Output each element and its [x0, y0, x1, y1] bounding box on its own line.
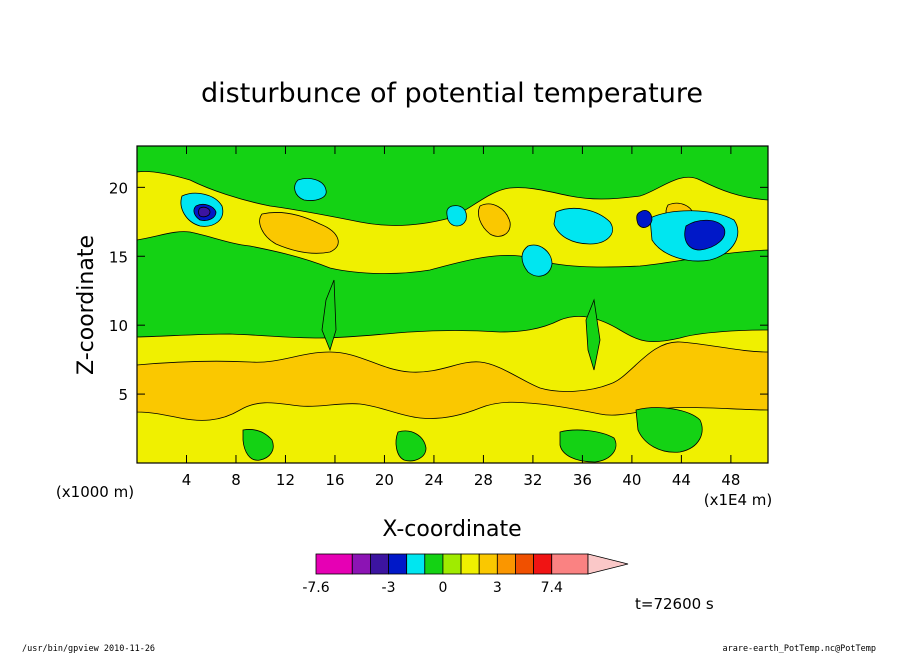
colorbar-swatch: [442, 553, 462, 575]
x-tick-label: 12: [276, 471, 295, 489]
colorbar-swatch: [515, 553, 535, 575]
colorbar-tick-label: 3: [493, 580, 502, 596]
field-blue-core-4: [636, 210, 653, 228]
x-tick-label: 40: [622, 471, 641, 489]
colorbar-tick-label: -7.6: [302, 580, 329, 596]
field-green-layer: [137, 231, 768, 343]
colorbar-tick-label: -3: [382, 580, 396, 596]
colorbar: [315, 553, 629, 575]
x-axis: 4 8 12 16 20 24 28 32 36 40 44 48: [182, 146, 740, 489]
field-orange-upper-1: [259, 212, 339, 254]
y-axis-label: Z-coordinate: [74, 235, 99, 375]
x-tick-label: 24: [424, 471, 443, 489]
y-axis: 5 10 15 20: [109, 179, 768, 404]
field-cyan-2: [294, 178, 327, 201]
x-tick-label: 8: [231, 471, 241, 489]
colorbar-swatch: [424, 553, 444, 575]
colorbar-swatch: [315, 553, 353, 575]
time-label: t=72600 s: [635, 595, 714, 613]
colorbar-ticks: -7.6 -3 0 3 7.4: [302, 580, 563, 596]
x-tick-label: 16: [325, 471, 344, 489]
colorbar-swatch: [351, 553, 371, 575]
colorbar-swatch: [369, 553, 389, 575]
y-tick-label: 15: [109, 248, 128, 266]
field-green-bottom-mid: [559, 429, 617, 463]
colorbar-swatch: [388, 553, 408, 575]
x-tick-label: 48: [721, 471, 740, 489]
field-cyan-3: [553, 208, 613, 245]
field-green-bottom-left: [242, 429, 274, 461]
x-axis-label: X-coordinate: [382, 517, 521, 542]
y-axis-unit: (x1000 m): [56, 483, 134, 501]
colorbar-arrow: [587, 553, 629, 575]
field-orange-upper-2: [478, 203, 511, 237]
colorbar-swatch: [533, 553, 553, 575]
field-green-top: [137, 146, 768, 226]
y-tick-label: 10: [109, 317, 128, 335]
colorbar-tick-label: 7.4: [541, 580, 563, 596]
colorbar-tick-label: 0: [438, 580, 447, 596]
field-blue-core-3: [198, 206, 211, 218]
colorbar-swatch: [551, 553, 589, 575]
field-spike-1: [321, 279, 337, 352]
x-tick-label: 20: [375, 471, 394, 489]
field-cyan-4: [521, 244, 553, 277]
x-tick-label: 4: [182, 471, 192, 489]
x-tick-label: 44: [672, 471, 691, 489]
colorbar-swatch: [496, 553, 516, 575]
field-blue-core-2: [684, 219, 726, 251]
y-tick-label: 20: [109, 179, 128, 197]
field-cyan-6: [446, 205, 467, 227]
field-spike-2: [585, 298, 601, 371]
chart-title: disturbunce of potential temperature: [201, 78, 703, 109]
y-tick-label: 5: [118, 386, 128, 404]
colorbar-swatch: [406, 553, 426, 575]
plot-field: [137, 146, 768, 463]
x-tick-label: 28: [474, 471, 493, 489]
field-green-bottom-center: [395, 430, 427, 462]
x-tick-label: 36: [573, 471, 592, 489]
field-orange-band: [137, 341, 768, 421]
x-axis-unit: (x1E4 m): [704, 491, 773, 509]
x-tick-label: 32: [523, 471, 542, 489]
colorbar-swatch: [478, 553, 498, 575]
field-green-bottom-right: [635, 407, 703, 453]
footer-left: /usr/bin/gpview 2010-11-26: [22, 644, 155, 654]
plot-frame: [136, 145, 769, 464]
footer-right: arare-earth_PotTemp.nc@PotTemp: [722, 644, 876, 654]
colorbar-swatch: [460, 553, 480, 575]
